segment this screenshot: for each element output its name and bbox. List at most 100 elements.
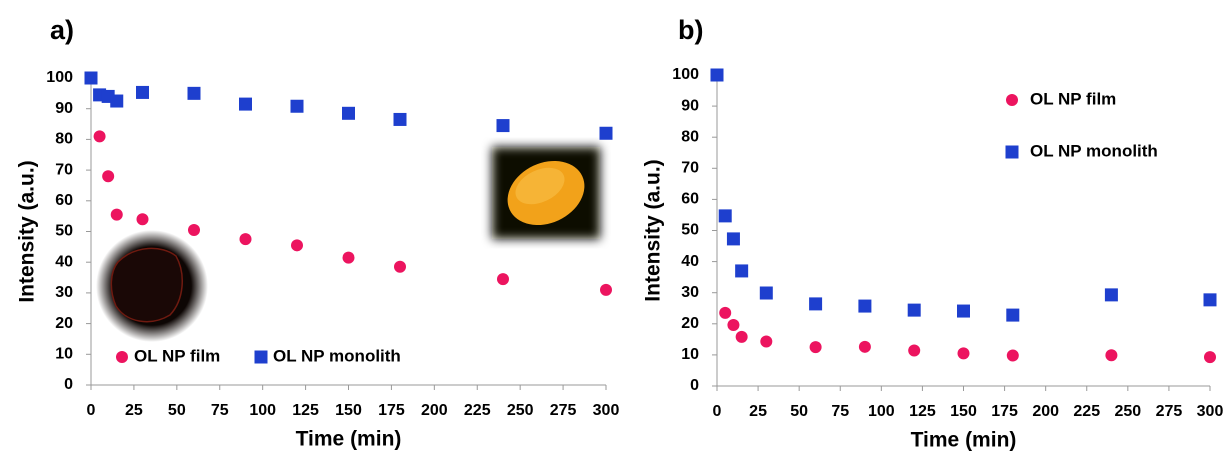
y-tick-label: 20 (681, 315, 699, 332)
marker (908, 344, 921, 357)
marker (1204, 351, 1216, 364)
y-tick-label: 40 (55, 253, 73, 270)
marker (187, 86, 201, 100)
marker (93, 130, 106, 143)
y-tick-label: 90 (681, 97, 699, 114)
marker (110, 208, 123, 221)
y-tick-label: 30 (681, 284, 699, 301)
legend-marker (1005, 145, 1019, 159)
panel-label: b) (678, 15, 703, 45)
y-tick-label: 100 (672, 66, 699, 83)
x-tick-label: 275 (550, 402, 577, 419)
marker (188, 223, 200, 236)
marker (1006, 308, 1020, 322)
x-tick-label: 100 (249, 402, 276, 419)
y-tick-label: 60 (681, 191, 699, 208)
y-tick-label: 60 (55, 192, 73, 209)
marker (291, 239, 303, 252)
y-tick-label: 50 (55, 223, 73, 240)
y-tick-label: 10 (55, 346, 73, 363)
marker (858, 299, 872, 313)
marker (599, 126, 613, 140)
x-tick-label: 50 (168, 402, 186, 419)
marker (759, 286, 773, 300)
x-tick-label: 175 (378, 402, 405, 419)
marker (239, 233, 252, 246)
marker (760, 335, 773, 348)
marker (710, 68, 724, 82)
marker (809, 341, 822, 354)
x-tick-label: 125 (292, 402, 319, 419)
y-axis-title: Intensity (a.u.) (642, 159, 665, 301)
legend-label: OL NP film (1030, 89, 1116, 108)
y-tick-label: 30 (55, 284, 73, 301)
marker (718, 209, 732, 223)
legend-marker (1006, 94, 1018, 106)
marker (496, 119, 510, 133)
y-tick-label: 40 (681, 253, 699, 270)
y-tick-label: 100 (46, 69, 73, 86)
marker (102, 170, 115, 183)
y-axis-title: Intensity (a.u.) (16, 160, 39, 302)
x-tick-label: 50 (790, 403, 808, 420)
x-tick-label: 275 (1156, 403, 1183, 420)
x-tick-label: 75 (211, 402, 229, 419)
marker (957, 347, 970, 360)
x-tick-label: 100 (868, 403, 895, 420)
marker (110, 94, 124, 108)
x-tick-label: 150 (335, 402, 362, 419)
marker (1203, 293, 1217, 307)
marker (342, 106, 355, 120)
x-tick-label: 0 (713, 403, 722, 420)
y-tick-label: 10 (681, 346, 699, 363)
marker (735, 330, 748, 343)
marker (136, 85, 149, 99)
inset-photo-film (96, 230, 208, 342)
y-tick-label: 70 (681, 160, 699, 177)
x-axis-title: Time (min) (911, 429, 1017, 452)
marker (497, 273, 509, 286)
x-tick-label: 200 (1032, 403, 1059, 420)
marker (290, 99, 304, 113)
marker (600, 283, 612, 296)
marker (136, 213, 149, 226)
marker (727, 319, 740, 332)
y-tick-label: 0 (64, 376, 73, 393)
x-tick-label: 25 (749, 403, 767, 420)
x-tick-label: 225 (1073, 403, 1100, 420)
legend-label: OL NP monolith (1030, 141, 1158, 160)
y-tick-label: 0 (690, 377, 699, 394)
marker (907, 303, 921, 317)
y-tick-label: 80 (55, 131, 73, 148)
y-tick-label: 50 (681, 222, 699, 239)
x-tick-label: 200 (421, 402, 448, 419)
marker (957, 304, 970, 318)
inset-photo-monolith (492, 147, 600, 239)
marker (809, 297, 823, 311)
x-tick-label: 25 (125, 402, 143, 419)
x-tick-label: 250 (507, 402, 534, 419)
marker (84, 71, 98, 85)
x-tick-label: 250 (1114, 403, 1141, 420)
legend-label: OL NP monolith (273, 346, 401, 365)
x-tick-label: 0 (87, 402, 96, 419)
marker (726, 232, 740, 246)
x-tick-label: 125 (909, 403, 936, 420)
y-tick-label: 80 (681, 128, 699, 145)
x-tick-label: 225 (464, 402, 491, 419)
legend-marker (254, 350, 268, 364)
marker (1104, 288, 1118, 302)
marker (393, 112, 407, 126)
x-tick-label: 300 (593, 402, 620, 419)
y-tick-label: 20 (55, 315, 73, 332)
x-tick-label: 175 (991, 403, 1018, 420)
marker (719, 306, 732, 319)
x-tick-label: 75 (831, 403, 849, 420)
marker (1006, 349, 1019, 362)
marker (342, 251, 355, 264)
x-axis-title: Time (min) (296, 428, 402, 451)
x-tick-label: 300 (1197, 403, 1224, 420)
x-tick-label: 150 (950, 403, 977, 420)
marker (858, 340, 871, 353)
